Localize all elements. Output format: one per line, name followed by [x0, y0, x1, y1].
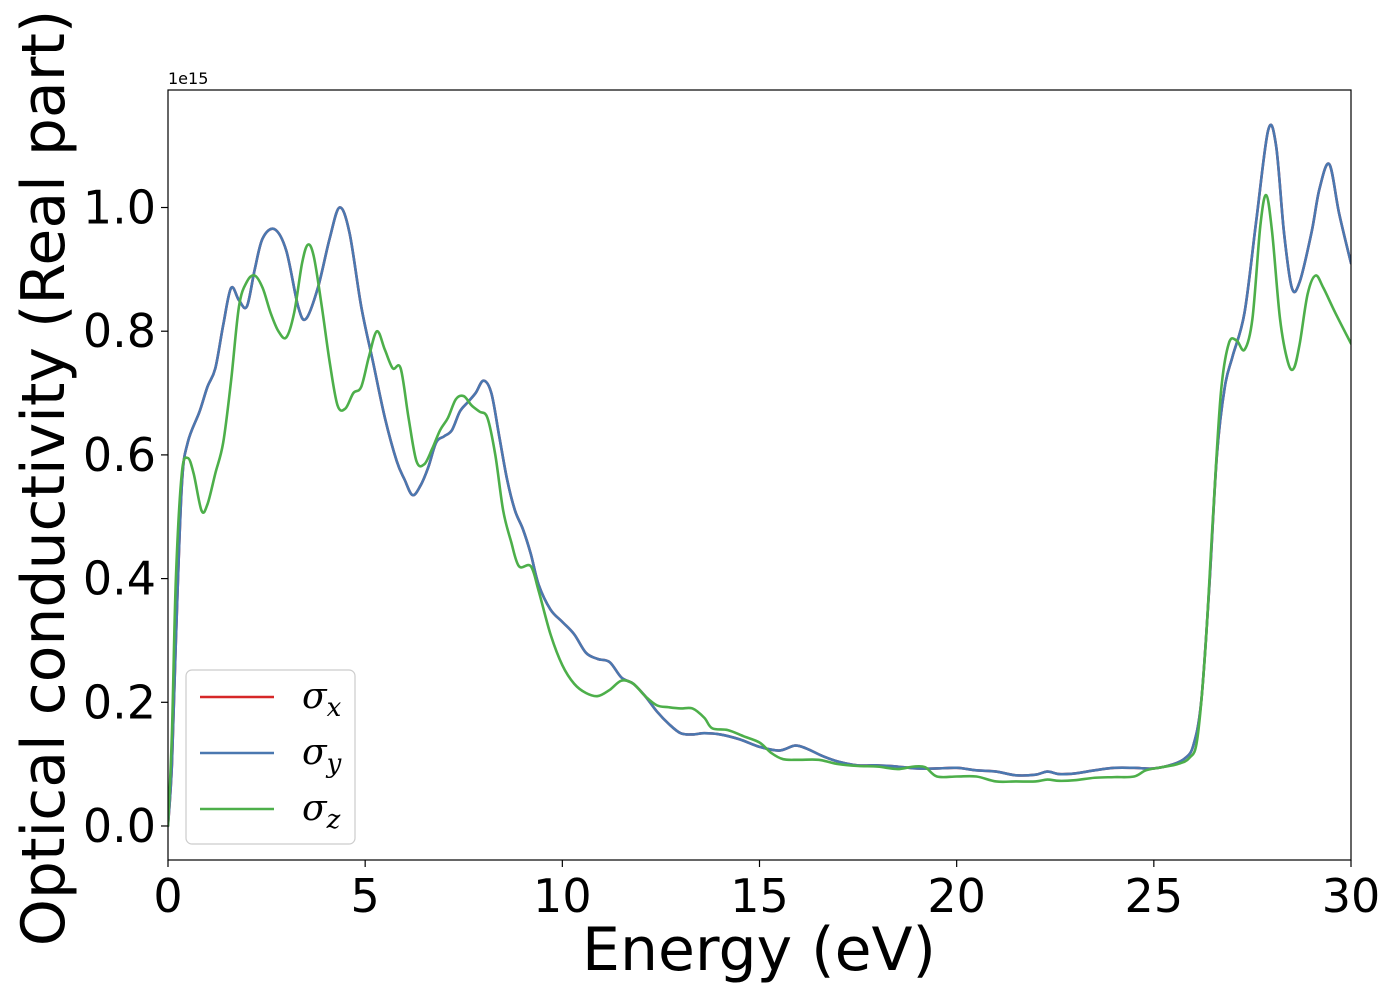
x-tick-label: 20	[927, 869, 986, 923]
x-axis: 0 5 10 15 20 25 30	[153, 860, 1380, 923]
y-tick-label: 0.8	[83, 304, 156, 358]
legend-label-x: σx	[302, 676, 342, 723]
series-line-z	[168, 193, 1351, 828]
legend-label-y: σy	[302, 732, 342, 779]
series-layer	[168, 123, 1351, 828]
x-tick-label: 15	[730, 869, 789, 923]
legend-box	[185, 669, 356, 845]
y-tick-label: 0.0	[83, 799, 156, 853]
y-tick-label: 0.4	[83, 552, 156, 606]
x-tick-label: 25	[1125, 869, 1184, 923]
y-tick-label: 0.2	[83, 675, 156, 729]
x-tick-label: 10	[533, 869, 592, 923]
x-tick-label: 0	[153, 869, 182, 923]
legend: σx σy σz	[185, 669, 356, 845]
y-tick-label: 0.6	[83, 428, 156, 482]
legend-label-z: σz	[302, 788, 341, 835]
y-axis: 0.0 0.2 0.4 0.6 0.8 1.0	[83, 181, 168, 853]
x-tick-label: 5	[351, 869, 380, 923]
x-axis-title: Energy (eV)	[582, 915, 936, 985]
y-axis-title: Optical conductivity (Real part)	[9, 10, 79, 947]
y-offset-label: 1e15	[168, 69, 208, 88]
y-tick-label: 1.0	[83, 181, 156, 235]
x-tick-label: 30	[1322, 869, 1381, 923]
